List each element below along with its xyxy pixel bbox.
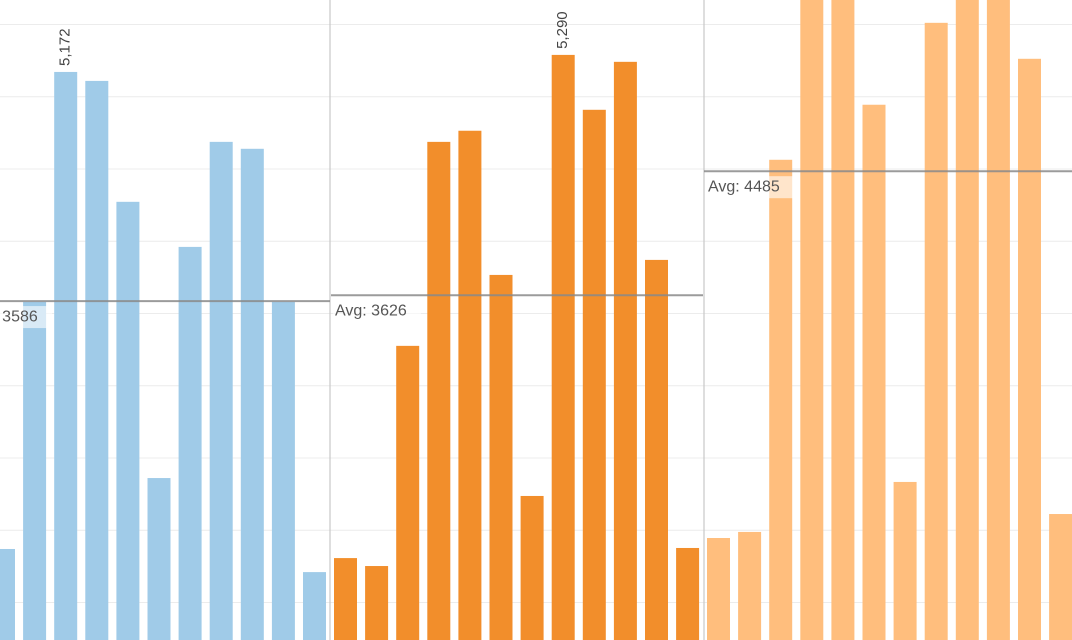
bar [396, 345, 420, 640]
bar [738, 531, 762, 640]
bar [489, 274, 513, 640]
bar [116, 201, 140, 640]
bar [520, 495, 544, 640]
bar [240, 148, 264, 640]
average-label: Avg: 3586 [0, 308, 38, 325]
bar [209, 141, 233, 640]
bar [23, 301, 47, 640]
bar [645, 259, 668, 640]
bar [303, 572, 326, 640]
value-label: 5,172 [57, 28, 74, 66]
bar [54, 71, 78, 640]
bar [551, 54, 575, 640]
bar [862, 104, 886, 640]
bar [831, 0, 855, 640]
bar [458, 130, 482, 640]
average-label-bg [0, 306, 52, 329]
bar [1049, 514, 1072, 640]
bar [85, 80, 109, 640]
bar [613, 61, 637, 640]
average-label: Avg: 4485 [708, 178, 780, 195]
value-label: 5,290 [554, 11, 571, 49]
average-label: Avg: 3626 [335, 303, 407, 320]
average-label-bg [333, 300, 421, 323]
bar [769, 159, 793, 640]
bar [178, 246, 202, 640]
bar [955, 0, 979, 640]
bar [147, 478, 171, 640]
average-label-bg [706, 176, 794, 199]
bar [0, 548, 15, 640]
bar [334, 558, 357, 640]
bar [800, 0, 824, 640]
bar [676, 547, 700, 640]
bar [1018, 58, 1041, 640]
bar [365, 566, 389, 640]
bar [924, 22, 948, 640]
bar [582, 109, 606, 640]
bar [986, 0, 1010, 640]
bar [707, 538, 730, 640]
bar [893, 481, 917, 640]
bar [427, 141, 451, 640]
bar [271, 301, 295, 640]
